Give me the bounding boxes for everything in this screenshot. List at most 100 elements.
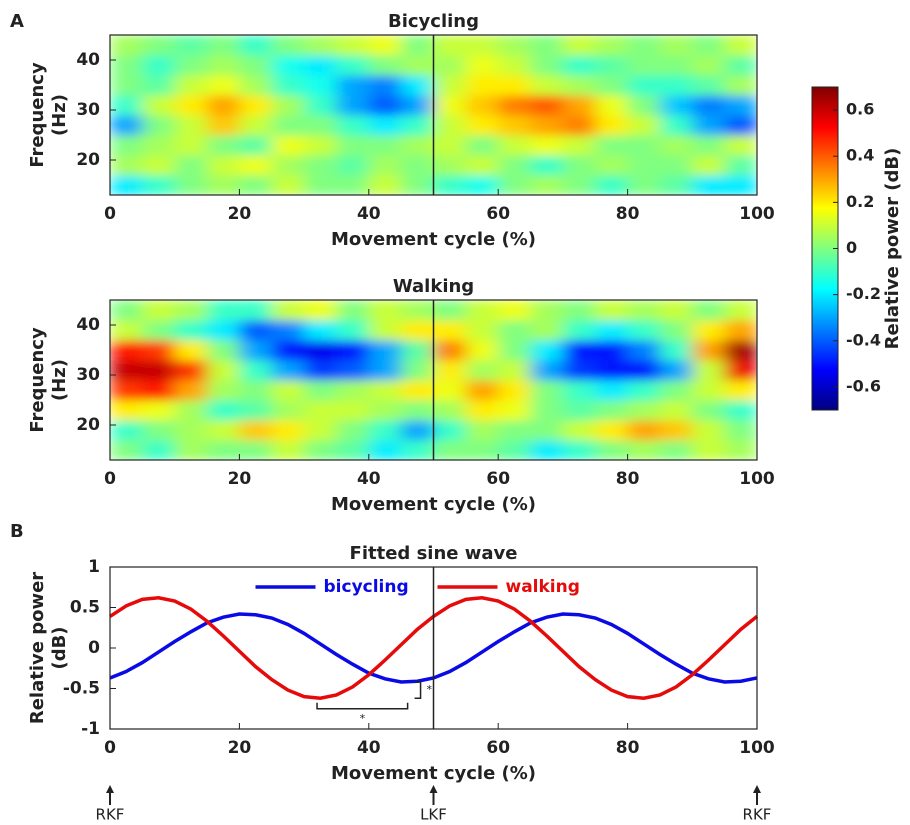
heatmap-cell xyxy=(239,420,273,441)
heatmap-cell xyxy=(659,115,693,136)
heatmap-cell xyxy=(401,360,434,381)
heatmap-cell xyxy=(433,135,467,156)
heatmap-cell xyxy=(530,300,564,321)
heatmap-cell xyxy=(724,175,757,195)
heatmap-cell xyxy=(336,155,370,176)
y-axis-label: (dB) xyxy=(49,626,70,669)
y-tick-label: 30 xyxy=(76,365,100,385)
heatmap-cell xyxy=(110,35,143,56)
heatmap-cell xyxy=(659,400,693,421)
heatmap-cell xyxy=(239,35,273,56)
heatmap-cell xyxy=(692,155,726,176)
heatmap-cell xyxy=(336,360,370,381)
heatmap-cell xyxy=(142,115,176,136)
heatmap-cell xyxy=(465,440,499,460)
heatmap-cell xyxy=(530,95,564,116)
heatmap-cell xyxy=(207,115,240,136)
heatmap-cell xyxy=(110,380,143,401)
heatmap-cell xyxy=(498,300,532,321)
heatmap-cell xyxy=(659,35,693,56)
heatmap-cell xyxy=(724,400,757,421)
x-tick-label: 40 xyxy=(357,469,381,489)
heatmap-cell xyxy=(239,320,273,341)
heatmap-cell xyxy=(110,75,143,96)
heatmap-cell xyxy=(207,155,240,176)
heatmap-cell xyxy=(659,300,693,321)
heatmap-cell xyxy=(271,440,305,460)
heatmap-cell xyxy=(465,400,499,421)
heatmap-cell xyxy=(239,380,273,401)
heatmap-cell xyxy=(627,340,661,361)
event-label: RKF xyxy=(96,806,125,824)
heatmap-cell xyxy=(530,340,564,361)
heatmap-cell xyxy=(207,340,240,361)
heatmap-cell xyxy=(627,360,661,381)
heatmap-cell xyxy=(368,380,402,401)
heatmap-cell xyxy=(627,55,661,76)
heatmap-cell xyxy=(498,320,532,341)
heatmap-cell xyxy=(627,420,661,441)
heatmap-cell xyxy=(692,135,726,156)
heatmap-cell xyxy=(465,155,499,176)
heatmap-cell xyxy=(724,380,757,401)
heatmap-cell xyxy=(433,300,467,321)
heatmap-cell xyxy=(239,300,273,321)
heatmap-cell xyxy=(271,300,305,321)
heatmap-cell xyxy=(595,300,629,321)
heatmap-cell xyxy=(239,55,273,76)
heatmap-cell xyxy=(401,75,434,96)
heatmap-cell xyxy=(498,115,532,136)
heatmap-cell xyxy=(271,420,305,441)
heatmap-cell xyxy=(401,400,434,421)
heatmap-cell xyxy=(627,135,661,156)
heatmap-cell xyxy=(433,400,467,421)
heatmap-cell xyxy=(659,175,693,195)
x-tick-label: 0 xyxy=(104,738,116,758)
event-arrowhead xyxy=(106,785,114,793)
heatmap-cell xyxy=(465,340,499,361)
heatmap-cell xyxy=(627,380,661,401)
event-arrowhead xyxy=(429,785,438,793)
heatmap-cell xyxy=(562,175,596,195)
heatmap-cell xyxy=(207,135,240,156)
heatmap-cell xyxy=(724,115,757,136)
event-arrowhead xyxy=(753,785,761,793)
heatmap-cell xyxy=(401,155,434,176)
heatmap-cell xyxy=(465,300,499,321)
heatmap-cell xyxy=(207,360,240,381)
heatmap-cell xyxy=(562,380,596,401)
heatmap-cell xyxy=(627,400,661,421)
heatmap-cell xyxy=(562,360,596,381)
heatmap-cell xyxy=(498,360,532,381)
heatmap-cell xyxy=(271,400,305,421)
heatmap-cell xyxy=(465,35,499,56)
heatmap-cell xyxy=(595,35,629,56)
heatmap-cell xyxy=(627,155,661,176)
heatmap-cell xyxy=(530,55,564,76)
heatmap-cell xyxy=(304,300,337,321)
heatmap-cell xyxy=(530,360,564,381)
heatmap-cell xyxy=(498,420,532,441)
heatmap-cell xyxy=(239,135,273,156)
heatmap-cell xyxy=(174,400,208,421)
colorbar-tick-label: -0.2 xyxy=(846,284,881,303)
heatmap-cell xyxy=(174,35,208,56)
heatmap-cell xyxy=(304,115,337,136)
heatmap-cell xyxy=(562,115,596,136)
heatmap-cell xyxy=(530,155,564,176)
event-label: RKF xyxy=(743,806,772,824)
heatmap-cell xyxy=(336,55,370,76)
heatmap-cell xyxy=(142,55,176,76)
y-tick-label: 0.5 xyxy=(70,598,100,618)
heatmap-cell xyxy=(562,420,596,441)
heatmap-cell xyxy=(433,175,467,195)
heatmap-cell xyxy=(142,95,176,116)
y-tick-label: 40 xyxy=(76,50,100,70)
heatmap-cell xyxy=(401,440,434,460)
x-tick-label: 80 xyxy=(616,469,640,489)
heatmap-cell xyxy=(110,360,143,381)
heatmap-cell xyxy=(627,35,661,56)
heatmap-cell xyxy=(207,35,240,56)
heatmap-cell xyxy=(368,55,402,76)
